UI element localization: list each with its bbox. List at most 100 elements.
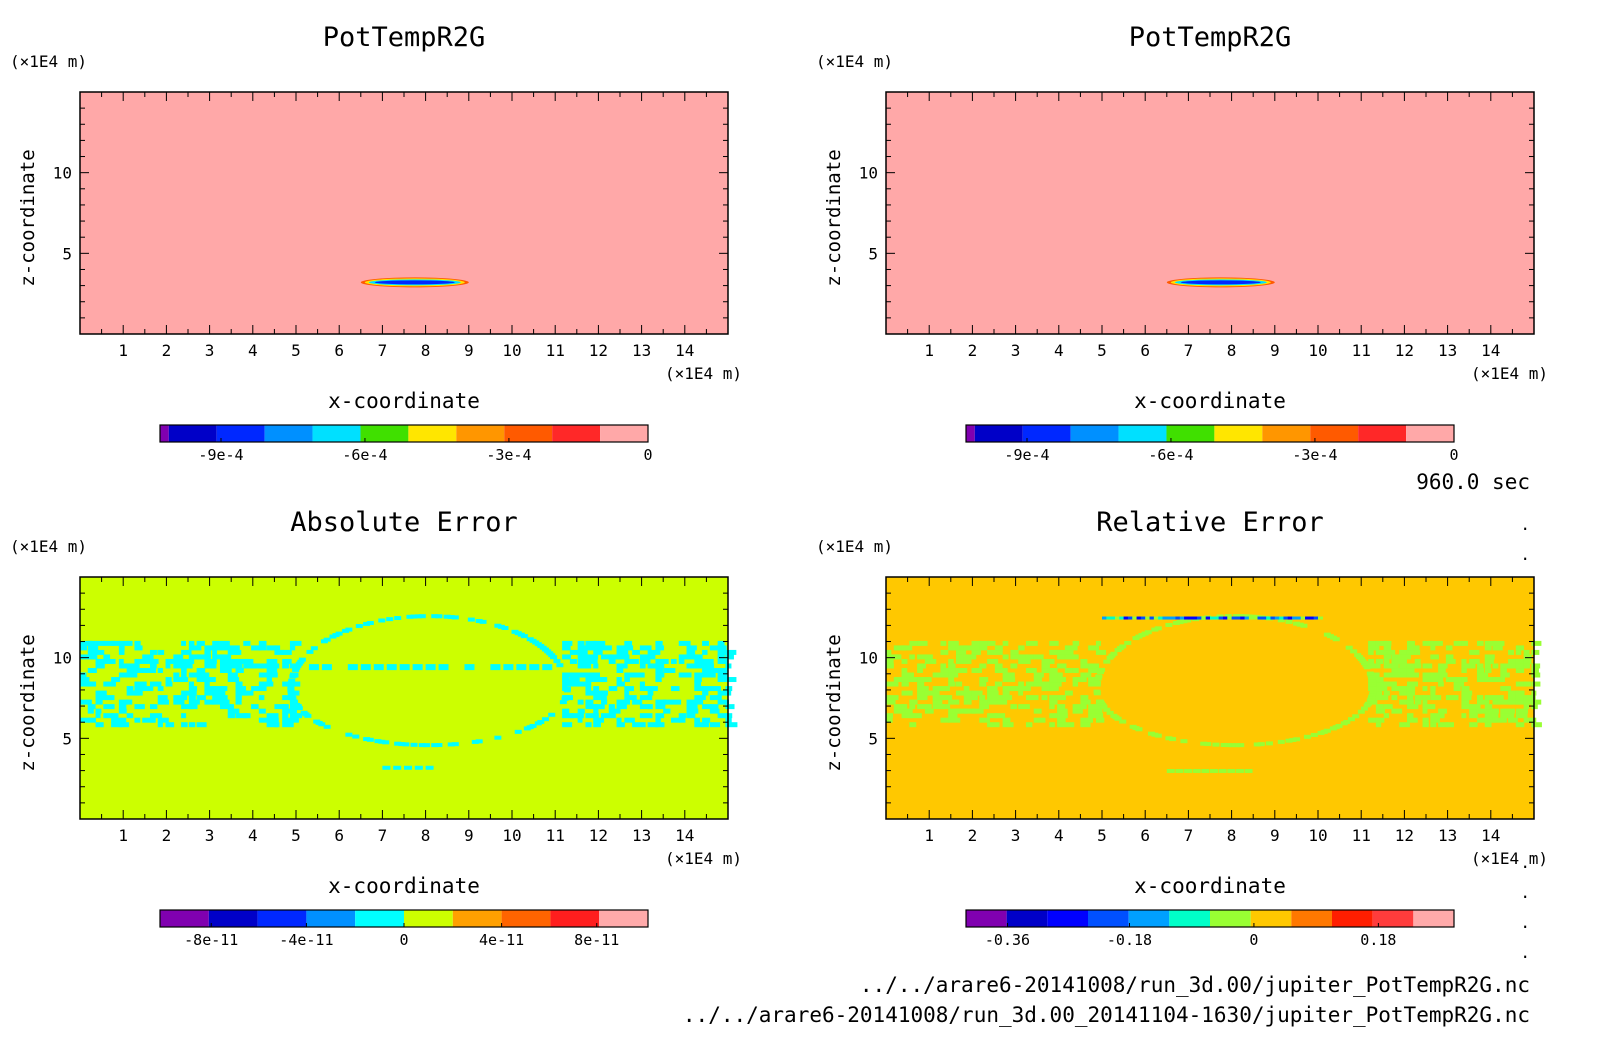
noise-patch [1359,659,1367,664]
noise-patch [134,690,143,696]
noise-patch [1469,649,1480,655]
noise-patch [569,713,582,719]
noise-patch [1088,667,1099,673]
noise-patch [181,695,188,701]
noise-patch [157,667,163,673]
noise-patch [670,717,681,723]
noise-patch [1002,695,1013,701]
colorbar: -0.36 -0.18 0 0.18 [965,909,1455,949]
noise-patch [600,695,607,701]
noise-patch [118,640,130,646]
x-tick-label: 9 [1270,826,1280,845]
noise-patch [717,640,725,646]
noise-patch [1363,665,1371,670]
noise-patch [274,645,281,651]
noise-patch [142,686,154,692]
noise-patch [258,681,268,687]
noise-patch [1064,649,1074,655]
noise-patch [655,658,665,664]
noise-patch [562,713,574,719]
dot-marker: . [1520,883,1530,902]
noise-patch [963,654,977,660]
anomaly-contour [374,280,455,285]
noise-patch [1453,686,1461,692]
top-error-band [1261,616,1267,620]
x-tick-label: 4 [248,341,258,360]
noise-patch [1500,713,1511,719]
noise-patch [310,646,318,651]
noise-patch [624,686,635,692]
noise-patch [95,699,103,705]
noise-patch [893,704,906,710]
noise-patch [1080,722,1091,728]
noise-patch [87,645,99,651]
noise-patch [352,734,360,739]
noise-patch [181,663,193,669]
noise-patch [1095,674,1103,679]
noise-patch [963,695,972,701]
x-axis-label: x-coordinate [1134,389,1286,413]
noise-patch [562,708,570,714]
noise-patch [1484,713,1493,719]
noise-patch [165,663,171,669]
x-tick-label: 2 [162,341,172,360]
noise-patch [1383,672,1394,678]
noise-patch [924,654,933,660]
noise-patch [126,663,136,669]
x-tick-label: 11 [546,341,565,360]
noise-patch [987,640,996,646]
colorbar-cell [552,425,601,442]
noise-patch [702,686,711,692]
colorbar-cell [1070,425,1119,442]
noise-patch [95,722,104,728]
noise-patch [1192,768,1201,773]
noise-patch [1414,649,1421,655]
colorbar-cell [1128,910,1170,927]
noise-patch [593,704,605,710]
noise-patch [1072,667,1079,673]
noise-patch [1406,704,1419,710]
noise-patch [1492,699,1502,705]
chart-title: Relative Error [1096,507,1324,538]
x-tick-label: 13 [632,341,651,360]
noise-patch [266,645,277,651]
noise-patch [686,649,696,655]
top-error-band [1305,616,1311,620]
noise-patch [909,713,922,719]
x-axis-label: x-coordinate [328,874,480,898]
noise-patch [1366,698,1374,703]
noise-patch [940,704,951,710]
noise-patch [1072,681,1079,687]
noise-patch [1235,768,1244,773]
x-tick-label: 6 [1140,826,1150,845]
top-error-band [1114,616,1120,620]
noise-patch [639,658,651,664]
noise-patch [181,704,193,710]
noise-patch [1399,672,1409,678]
noise-patch [501,626,509,631]
noise-patch [994,663,1003,669]
noise-patch [95,708,102,714]
noise-patch [1352,714,1360,719]
noise-patch [103,704,115,710]
noise-patch [717,654,725,660]
noise-patch [994,667,1006,673]
noise-patch [173,699,185,705]
noise-patch [1172,620,1180,625]
colorbar-cell [1358,425,1407,442]
noise-patch [940,686,950,692]
noise-patch [188,722,196,728]
top-error-band [1136,616,1142,620]
noise-patch [227,713,236,719]
noise-patch [1002,640,1009,646]
colorbar-tick-label: -9e-4 [1004,446,1049,464]
noise-patch [1508,695,1519,701]
noise-patch [266,722,279,728]
noise-patch [717,677,728,683]
noise-patch [686,645,697,651]
noise-patch [616,677,622,683]
noise-patch [1399,658,1407,664]
noise-patch [165,658,179,664]
noise-patch [188,686,198,692]
noise-patch [694,672,706,678]
